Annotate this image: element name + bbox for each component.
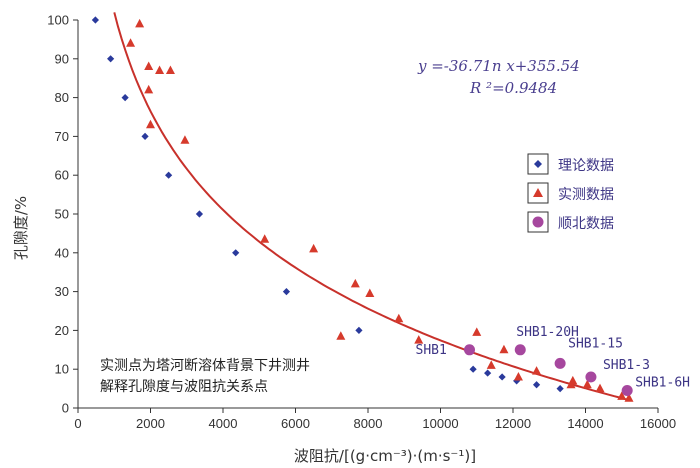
theory-data-point [282,288,291,296]
x-tick-label: 12000 [495,416,531,431]
x-tick-label: 0 [74,416,81,431]
x-tick-label: 6000 [281,416,310,431]
measured-data-point [532,366,542,375]
legend-triangle-icon [533,188,543,197]
ticks: 0 2000 4000 6000 8000 10000 12000 14000 16000 0 10… [47,13,676,432]
measured-data-point [414,335,424,344]
legend-box-measured [527,182,549,204]
theory-data-point [556,385,564,393]
annotation-line-2: 解释孔隙度与波阻抗关系点 [100,379,268,395]
theory-data-point [91,16,99,24]
y-tick-label: 50 [55,207,69,222]
theory-data-point [121,94,129,102]
x-tick-label: 14000 [567,416,603,431]
data-marks [91,16,634,402]
measured-data-point [180,135,190,144]
measured-data-point [135,18,145,28]
y-tick-label: 100 [47,13,69,28]
fit-curve-layer [113,12,630,401]
y-tick-label: 40 [55,245,69,260]
theory-data-point [195,210,204,218]
shunbei-point-label: SHB1-15 [568,336,623,351]
measured-data-point [595,383,605,393]
shunbei-data-point [554,357,566,369]
y-axis-title: 孔隙度/% [12,196,30,260]
fit-equation: y =-36.71n x+355.54 [417,57,580,75]
shunbei-data-point [621,385,633,397]
measured-data-point [365,288,375,298]
annotation-line-1: 实测点为塔河断溶体背景下井测井 [100,358,310,374]
measured-data-point [165,65,175,74]
theory-data-point [355,326,363,334]
measured-data-point [472,327,482,336]
shunbei-point-label: SHB1-6H [635,376,690,391]
measured-data-point [486,360,496,369]
x-tick-label: 10000 [422,416,458,431]
legend-box-shunbei [527,211,549,233]
legend-box-theory [527,153,549,175]
y-tick-label: 90 [55,51,69,66]
theory-data-point [484,369,492,377]
measured-data-point [513,371,523,381]
measured-data-point [499,344,509,354]
shunbei-point-label: SHB1-20H [516,325,579,340]
measured-data-point [309,243,319,253]
measured-data-point [144,61,154,71]
x-axis-title: 波阻抗/[(g·cm⁻³)·(m·s⁻¹)] [294,447,476,465]
fit-curve [113,12,630,401]
theory-data-point [513,377,521,385]
measured-data-point [155,65,165,74]
legend-circle-icon [532,216,544,228]
measured-data-point [582,379,592,389]
measured-data-point [568,375,578,385]
theory-data-point [532,381,541,389]
y-tick-label: 30 [55,284,69,299]
shunbei-data-point [585,371,597,383]
theory-data-point [498,373,506,381]
x-tick-label: 2000 [136,416,165,431]
y-tick-label: 60 [55,168,69,183]
fit-r-squared: R ²=0.9484 [469,79,557,97]
theory-data-point [107,55,115,63]
y-tick-label: 10 [55,362,69,377]
shunbei-data-point [464,344,475,356]
y-tick-label: 20 [55,323,69,338]
shunbei-point-label: SHB1 [416,343,447,358]
x-tick-label: 4000 [209,416,238,431]
measured-data-point [624,393,634,402]
legend-diamond-icon [534,160,542,168]
y-tick-label: 0 [62,401,69,416]
measured-data-point [146,119,155,129]
theory-data-point [141,132,149,140]
measured-data-point [617,391,627,400]
measured-data-point [350,278,360,288]
legend-label-theory: 理论数据 [558,158,614,174]
legend-label-measured: 实测数据 [558,187,614,203]
shunbei-data-point [514,344,526,356]
legend-label-shunbei: 顺北数据 [558,216,614,232]
measured-data-point [260,234,270,243]
measured-data-point [336,331,346,340]
measured-data-point [144,84,154,94]
y-tick-label: 80 [55,90,69,105]
measured-data-point [394,313,404,323]
x-tick-label: 8000 [354,416,383,431]
y-tick-label: 70 [55,129,69,144]
shunbei-point-label: SHB1-3 [603,358,650,373]
theory-data-point [469,365,477,373]
theory-data-point [232,249,240,257]
legend: 理论数据 实测数据 顺北数据 [527,153,614,233]
measured-data-point [126,38,136,47]
theory-data-point [165,171,173,179]
x-tick-label: 16000 [640,416,676,431]
